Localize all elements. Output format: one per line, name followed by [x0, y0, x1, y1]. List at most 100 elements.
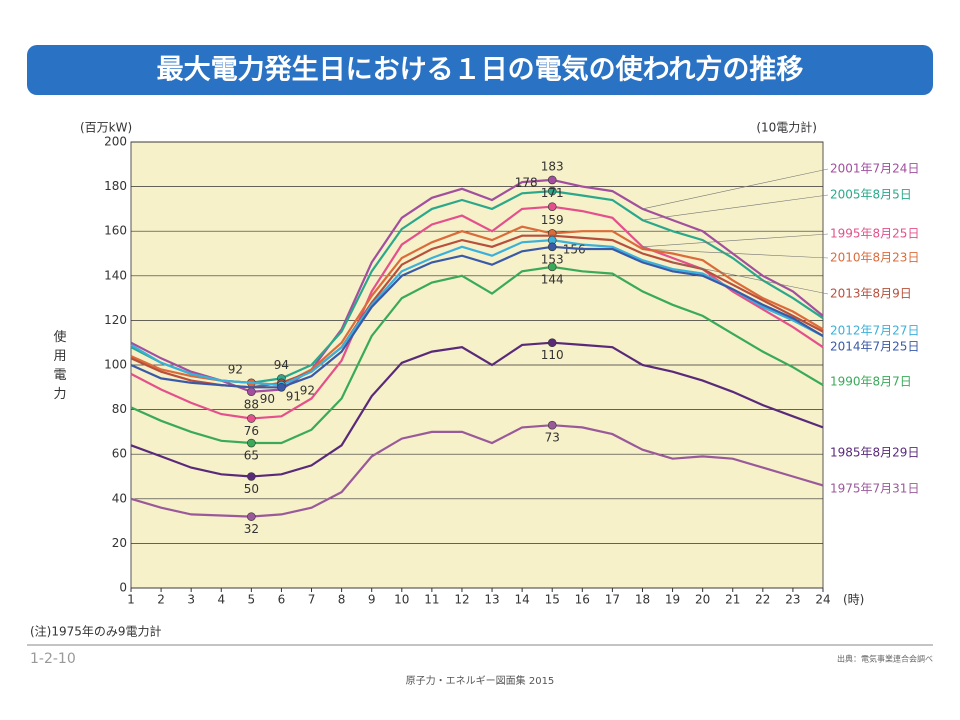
legend-label: 2001年7月24日: [830, 162, 919, 176]
y-tick-label: 20: [112, 536, 127, 550]
x-tick-label: 11: [424, 593, 439, 607]
y-tick-label: 160: [104, 224, 127, 238]
data-point: [247, 414, 256, 423]
y-note: (10電力計): [756, 120, 817, 135]
data-point: [547, 186, 557, 196]
title-bar: [27, 45, 933, 95]
y-tick-label: 200: [104, 135, 127, 149]
data-point: [547, 420, 557, 430]
data-point: [547, 175, 557, 185]
note: (注)1975年のみ9電力計: [30, 624, 162, 639]
data-label: 110: [541, 348, 564, 362]
x-tick-label: 19: [665, 593, 680, 607]
series-line: [130, 178, 824, 393]
figure-number: 1-2-10: [30, 651, 76, 667]
data-label: 91: [286, 390, 301, 404]
data-label: 76: [244, 424, 259, 438]
x-tick-label: 23: [785, 593, 800, 607]
series-line: [130, 341, 824, 478]
data-label: 90: [260, 392, 275, 406]
x-tick-label: 17: [605, 593, 620, 607]
y-label-char: 用: [53, 349, 66, 364]
x-tick-label: 8: [338, 593, 346, 607]
series-line: [130, 424, 824, 518]
data-label: 159: [541, 213, 564, 227]
x-tick-label: 2: [157, 593, 165, 607]
y-label: 使用電力: [53, 329, 66, 402]
x-tick-label: 7: [308, 593, 316, 607]
x-tick-label: 14: [514, 593, 529, 607]
data-label: 73: [545, 431, 560, 445]
legend-label: 2010年8月23日: [830, 251, 919, 265]
y-tick-label: 180: [104, 179, 127, 193]
data-point: [247, 512, 256, 521]
y-tick-label: 80: [112, 402, 127, 416]
data-label: 88: [244, 397, 259, 411]
data-point: [547, 262, 557, 272]
x-tick-label: 13: [484, 593, 499, 607]
x-tick-label: 3: [187, 593, 195, 607]
leader-line: [642, 233, 829, 248]
data-label: 65: [244, 449, 259, 463]
legend-label: 2012年7月27日: [830, 324, 919, 338]
data-label: 94: [274, 358, 289, 372]
leader-line: [642, 194, 829, 221]
data-label: 50: [244, 482, 259, 496]
legend-label: 2013年8月9日: [830, 287, 912, 301]
data-label: 178: [515, 176, 538, 190]
data-label: 156: [563, 243, 586, 257]
x-tick-label: 22: [755, 593, 770, 607]
leader-line: [642, 248, 829, 259]
x-tick-label: 20: [695, 593, 710, 607]
data-label: 153: [541, 252, 564, 266]
title: 最大電力発生日における１日の電気の使われ方の推移: [157, 54, 804, 86]
data-label: 92: [300, 383, 315, 397]
y-tick-label: 0: [119, 581, 127, 595]
y-tick-label: 100: [104, 358, 127, 372]
legend-label: 2014年7月25日: [830, 340, 919, 354]
x-tick-label: 6: [278, 593, 286, 607]
x-tick-label: 5: [248, 593, 256, 607]
x-tick-label: 18: [635, 593, 650, 607]
x-tick-label: 15: [545, 593, 560, 607]
y-unit: (百万kW): [80, 121, 132, 135]
y-tick-label: 120: [104, 313, 127, 327]
x-unit: (時): [843, 593, 864, 607]
data-label: 144: [541, 272, 564, 286]
legend-label: 1990年8月7日: [830, 375, 912, 389]
data-label: 171: [541, 186, 564, 200]
data-point: [247, 438, 256, 448]
y-label-char: 使: [53, 329, 66, 345]
data-label: 183: [541, 159, 564, 173]
data-label: 92: [228, 362, 243, 376]
series-line: [130, 265, 824, 445]
legend-label: 1975年7月31日: [830, 482, 919, 496]
data-point: [547, 338, 557, 348]
x-tick-label: 1: [127, 593, 135, 607]
x-tick-label: 12: [454, 593, 469, 607]
y-tick-label: 60: [112, 447, 127, 461]
x-tick-label: 10: [394, 593, 409, 607]
data-point: [277, 382, 286, 392]
leader-line: [642, 168, 829, 210]
x-tick-label: 16: [575, 593, 590, 607]
data-label: 32: [244, 522, 259, 536]
y-label-char: 電: [53, 368, 66, 383]
x-tick-label: 24: [815, 593, 830, 607]
data-point: [547, 202, 557, 211]
legend-label: 2005年8月5日: [830, 188, 912, 202]
y-label-char: 力: [53, 387, 66, 402]
y-tick-label: 140: [104, 268, 127, 282]
leader-line: [672, 262, 829, 295]
x-tick-label: 9: [368, 593, 376, 607]
data-point: [247, 472, 256, 481]
x-tick-label: 4: [217, 593, 225, 607]
series-line: [130, 245, 824, 389]
legend-label: 1985年8月29日: [830, 446, 919, 460]
y-tick-label: 40: [112, 491, 127, 505]
series-line: [130, 238, 824, 387]
legend-label: 1995年8月25日: [830, 227, 919, 241]
x-tick-label: 21: [725, 593, 740, 607]
